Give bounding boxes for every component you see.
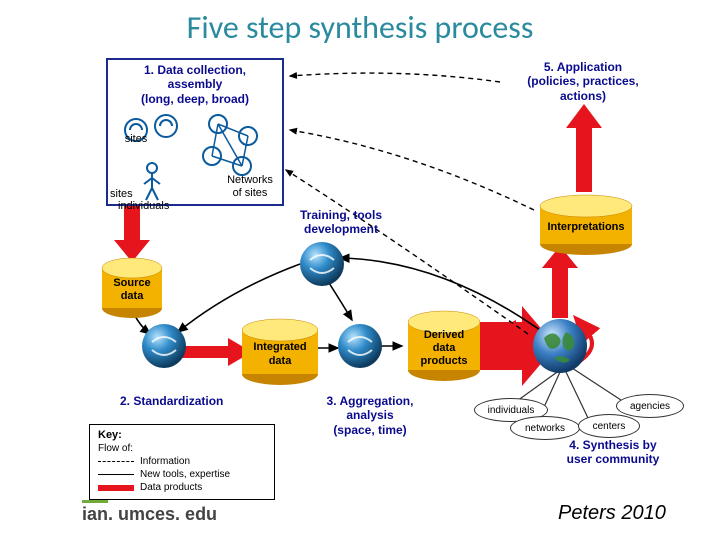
svg-text:data: data [269,355,293,367]
step2-num: 2. [120,394,130,408]
step5-l0: Application [557,60,622,74]
step3-num: 3. [327,394,337,408]
step4-l0: Synthesis by [583,438,657,452]
key-row-tools: New tools, expertise [98,469,266,480]
training-l0: Training, tools [300,208,382,222]
step5-l1: (policies, practices, [527,74,638,88]
key-flowof: Flow of: [98,443,266,454]
bubble-networks: networks [510,416,580,440]
step2-text: Standardization [133,394,223,408]
sphere-standardization [140,322,188,375]
svg-text:Derived: Derived [424,329,464,341]
step5-num: 5. [544,60,554,74]
globe-icon [530,316,590,381]
svg-text:Source: Source [113,277,150,289]
sphere-aggregation [336,322,384,375]
svg-text:products: products [420,355,467,367]
key-data-label: Data products [140,482,202,493]
derived-data-cyl: Derived data products [404,308,486,388]
logo-brand: ian [82,500,108,524]
legend-keybox: Key: Flow of: Information New tools, exp… [89,424,275,500]
sphere-training [298,240,346,293]
interpretations-cyl: Interpretations [536,192,640,260]
key-row-info: Information [98,456,266,467]
step1-l1: assembly [168,77,223,91]
step3-l0: Aggregation, [339,394,413,408]
svg-text:data: data [433,342,457,354]
step4-num: 4. [569,438,579,452]
sites-label2: sites [110,188,133,201]
integrated-data-cyl: Integrated data [238,316,324,390]
step1-num: 1. [144,63,154,77]
step4-l1: user community [567,452,660,466]
step1-l2: (long, deep, broad) [141,92,249,106]
training-l1: development [304,222,378,236]
key-info-label: Information [140,456,190,467]
networks-label: Networksof sites [222,174,278,199]
step3-l2: (space, time) [333,423,406,437]
source-data-cyl: Source data [98,254,168,324]
step3-l1: analysis [346,408,393,422]
step5-l2: actions) [560,89,606,103]
svg-text:Interpretations: Interpretations [547,221,624,233]
individuals-label: individuals [118,200,169,213]
svg-text:Integrated: Integrated [253,341,306,353]
bubble-agencies: agencies [616,394,684,418]
logo: ian. umces. edu [82,504,217,525]
step1-l0: Data collection, [157,63,246,77]
svg-text:data: data [121,290,145,302]
key-tools-label: New tools, expertise [140,469,230,480]
key-header: Key: [98,429,266,441]
sites-label: sites [116,133,156,146]
key-row-data: Data products [98,482,266,493]
bubble-centers: centers [578,414,640,438]
citation: Peters 2010 [558,502,666,525]
logo-domain: . umces. edu [108,504,217,524]
